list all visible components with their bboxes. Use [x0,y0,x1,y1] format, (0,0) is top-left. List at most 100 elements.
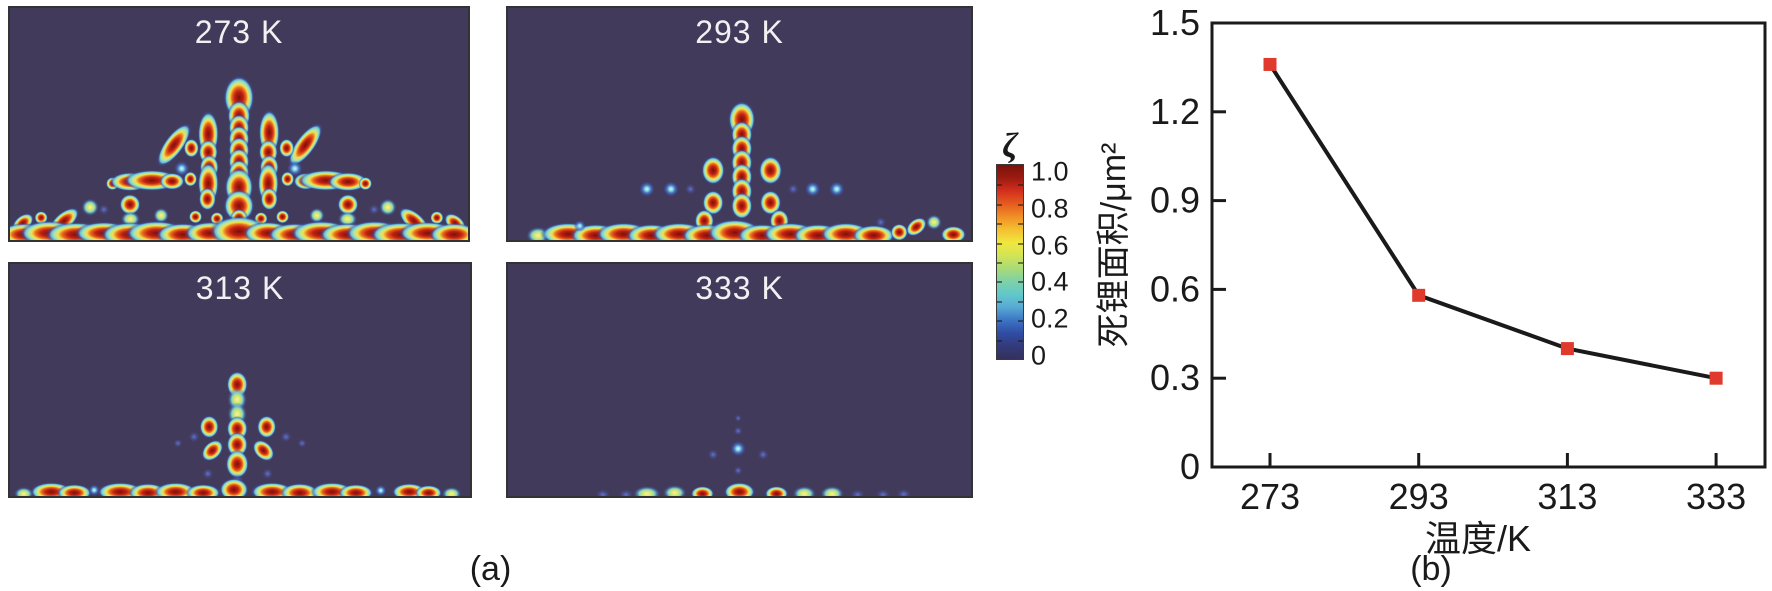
heatmap-panel-293k: 293 K [506,6,973,242]
dendrite-blob [441,486,462,496]
dendrite-blob [573,220,586,232]
dendrite-blob [188,209,203,224]
dendrite-blob [905,217,927,237]
colorbar-minor-tick [1018,300,1023,303]
dendrite-blob [414,484,443,496]
dendrite-blob [758,155,783,186]
dendrite-blob [849,488,866,496]
colorbar: ζ 1.0 0.8 0.6 0.4 0.2 0 [995,126,1095,376]
dendrite-blob [201,467,214,480]
dendrite-blob [278,138,295,158]
dendrite-blob [618,488,635,496]
y-tick-label: 0.9 [1150,180,1200,221]
caption-b: (b) [1410,550,1452,588]
dendrite-blob [337,193,359,216]
colorbar-tick-label: 1.0 [1031,156,1069,187]
data-point [1709,371,1723,385]
colorbar-tick-label: 0.4 [1031,266,1069,297]
dendrite-blob [764,485,789,496]
dendrite-blob [261,467,274,480]
dendrite-blob [662,181,679,197]
data-point [1412,288,1426,302]
colorbar-minor-tick [1018,262,1023,264]
dendrite-blob [707,448,720,461]
dendrite-blob [374,484,387,496]
dendrite-blob [81,198,100,217]
x-tick-label: 273 [1240,476,1300,517]
dendrite-blob [183,138,200,158]
panel-temperature-label: 313 K [195,270,285,306]
heatmap-panel-313k: 313 K [8,262,472,498]
data-point [1263,57,1277,71]
dendrite-blob [925,214,942,231]
colorbar-tick-label: 0.2 [1031,303,1069,334]
dendrite-blob [730,440,747,457]
dendrite-blob [275,209,290,224]
colorbar-minor-tick [1018,242,1023,245]
x-tick-label: 293 [1389,476,1449,517]
y-tick-label: 0 [1180,446,1200,487]
dendrite-blob [260,187,279,211]
dendrite-blob [702,189,725,216]
y-tick-label: 0.3 [1150,357,1200,398]
dendrite-blob [723,482,756,496]
heatmap-panel-273k: 273 K [8,6,470,242]
dendrite-blob [256,415,277,439]
x-tick-label: 313 [1537,476,1597,517]
colorbar-minor-tick [1018,223,1023,226]
data-line [1268,62,1719,381]
dendrite-blob [13,486,34,496]
dendrite-blob [280,171,295,187]
colorbar-minor-tick [1018,339,1023,342]
dendrite-blob [188,430,200,443]
dendrite-blob [327,171,369,192]
y-tick-label: 1.5 [1150,2,1200,43]
colorbar-minor-tick [997,339,1002,342]
colorbar-minor-tick [997,281,1002,284]
dendrite-blob [828,181,845,197]
dendrite-blob [734,414,743,423]
dendrite-blob [701,155,726,186]
dendrite-blob [890,223,909,240]
dendrite-heatmap [526,100,967,240]
dendrite-blob [287,122,324,168]
dendrite-blob [56,483,93,496]
dendrite-blob [297,438,308,449]
plot-frame [1210,21,1767,469]
dendrite-blob [368,203,381,216]
y-tick-label: 1.2 [1150,91,1200,132]
colorbar-minor-tick [1018,320,1023,323]
heatmap-panel-333k: 333 K [506,262,973,498]
dendrite-blob [378,198,397,217]
dendrite-blob [199,415,220,439]
panel-temperature-label: 273 K [194,14,284,50]
dendrite-heatmap [13,370,462,496]
dendrite-blob [185,483,222,496]
dendrite-blob [820,485,845,496]
dendrite-blob [690,485,715,496]
dendrite-blob [280,430,292,443]
dendrite-blob [875,488,892,496]
data-point [1560,342,1574,356]
dendrite-blob [173,160,190,177]
dendrite-blob [594,488,611,496]
colorbar-minor-tick [997,242,1002,245]
colorbar-tick-label: 0.8 [1031,193,1069,224]
line-chart: 0 0.3 0.6 0.9 1.2 1.5 273 293 313 333 死锂面积/μm² 温度/K [1095,2,1767,559]
x-axis-label: 温度/K [1425,518,1531,559]
colorbar-tick-label: 0 [1031,340,1047,371]
y-tick-label: 0.6 [1150,268,1200,309]
dendrite-blob [183,171,198,187]
dendrite-blob [895,488,912,496]
dendrite-blob [252,439,275,462]
dendrite-blob [201,439,224,462]
dendrite-blob [219,477,249,496]
dendrite-blob [632,485,661,496]
caption-a: (a) [469,550,512,588]
dendrite-blob [226,431,249,458]
panel-temperature-label: 333 K [695,270,784,306]
dendrite-blob [662,484,687,496]
x-tick-label: 333 [1686,476,1746,517]
dendrite-blob [119,193,141,216]
